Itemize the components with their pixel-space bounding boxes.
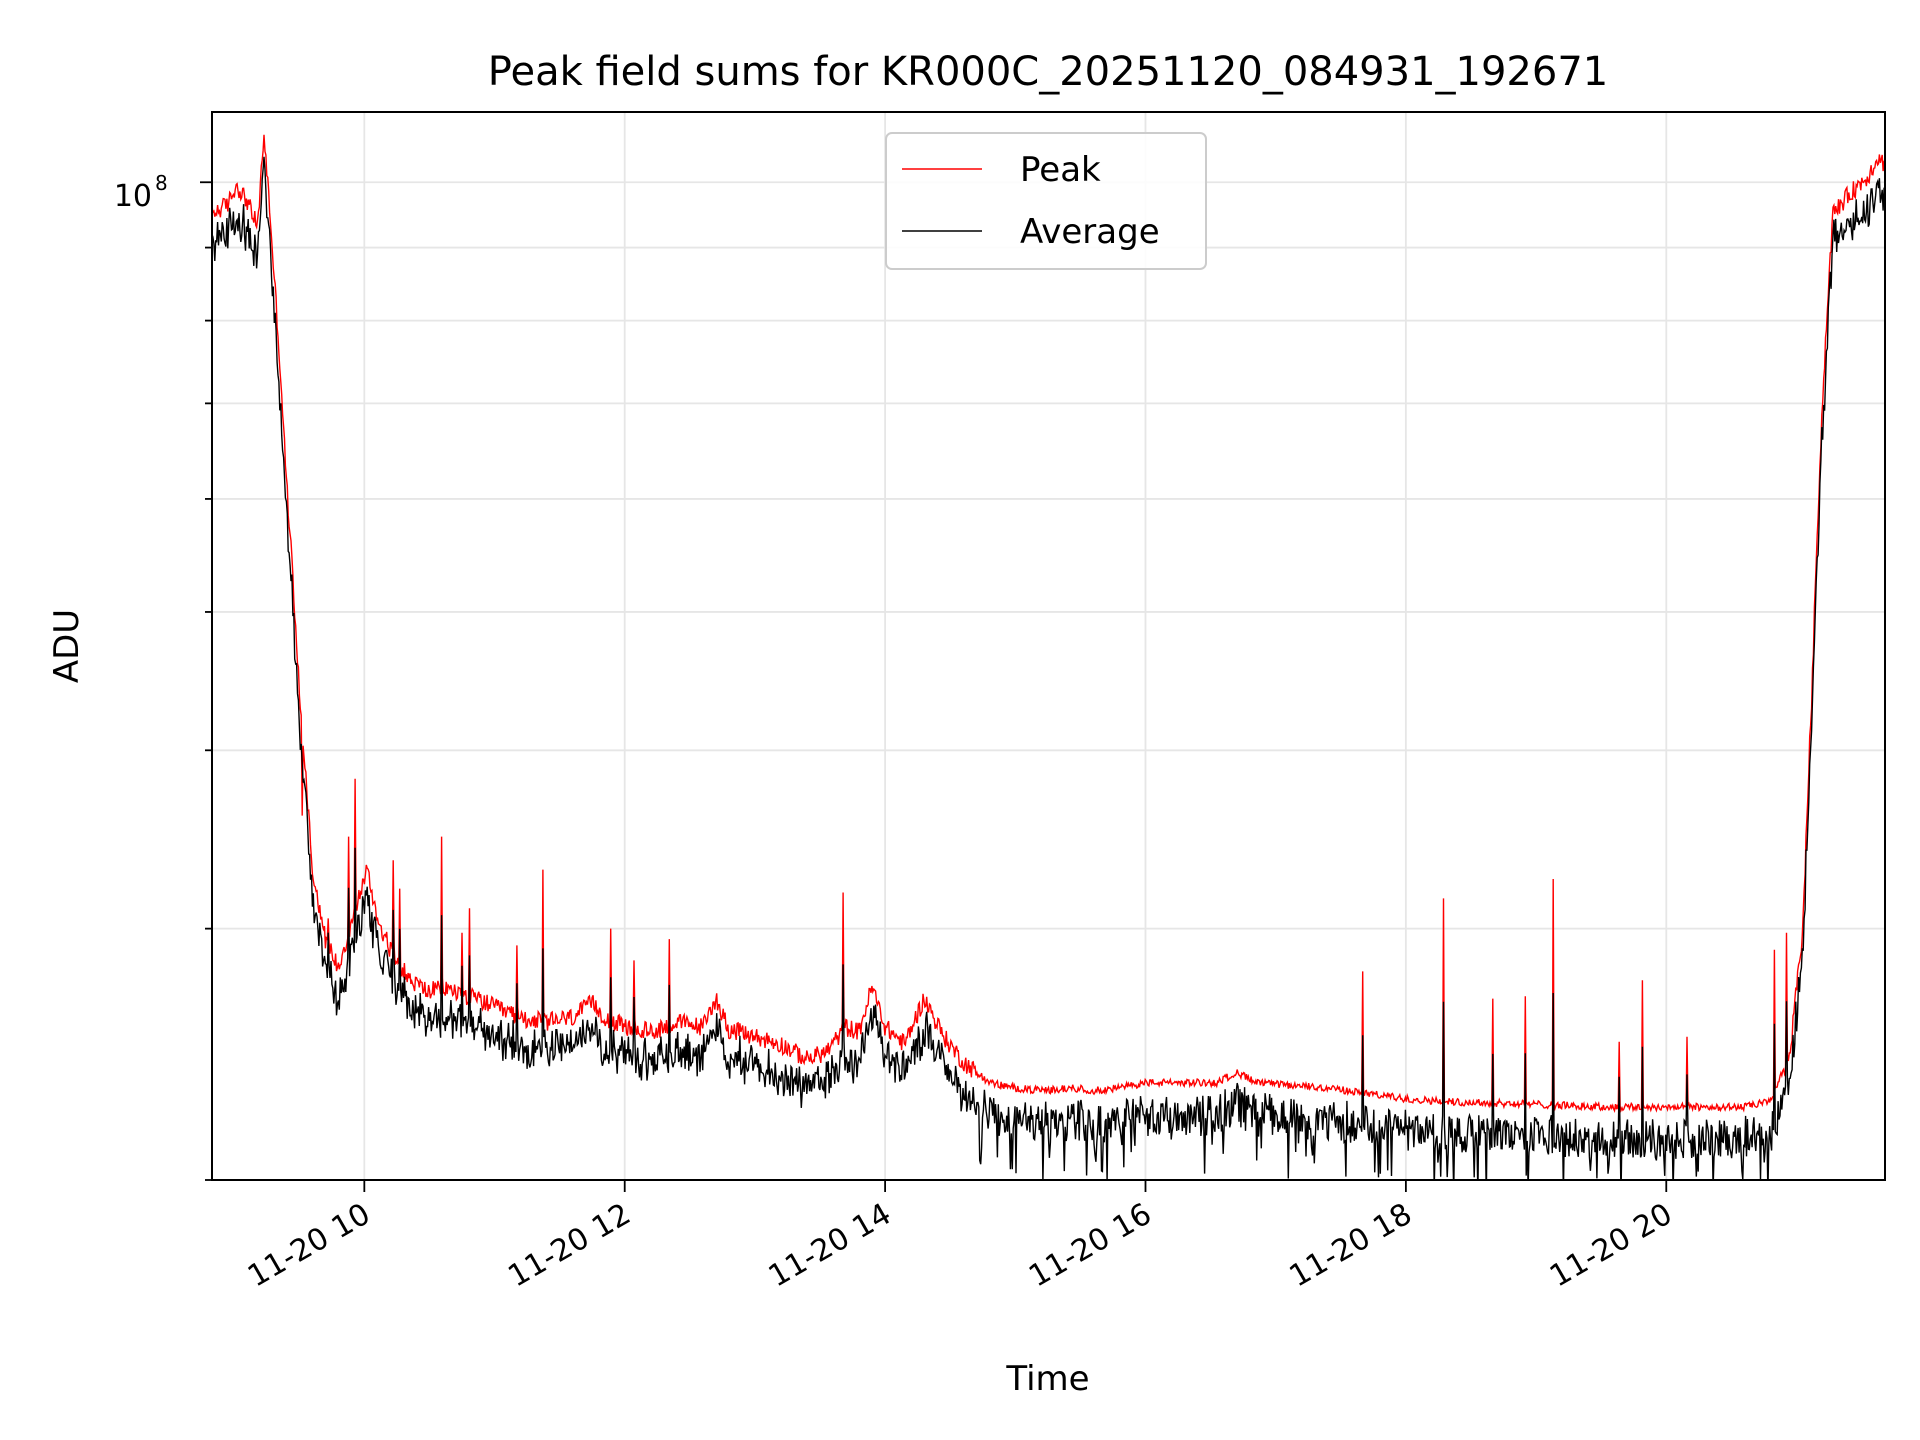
- y-tick-exponent: 8: [155, 171, 168, 195]
- legend: Peak Average: [885, 132, 1207, 270]
- legend-box: [885, 132, 1207, 270]
- chart-title: Peak field sums for KR000C_20251120_0849…: [488, 49, 1608, 95]
- plot-area: [212, 134, 1885, 1180]
- grid: [212, 112, 1885, 1181]
- x-axis-label: Time: [1005, 1359, 1089, 1399]
- y-axis-label: ADU: [47, 609, 87, 683]
- y-tick-label-major: 10 8: [114, 171, 168, 214]
- legend-label-average: Average: [1020, 212, 1160, 252]
- plot-frame: [211, 111, 1886, 1181]
- y-tick-base: 10: [114, 179, 152, 214]
- series-line-average: [212, 156, 1885, 1180]
- legend-label-peak: Peak: [1020, 150, 1101, 190]
- series-line-peak: [212, 134, 1885, 1113]
